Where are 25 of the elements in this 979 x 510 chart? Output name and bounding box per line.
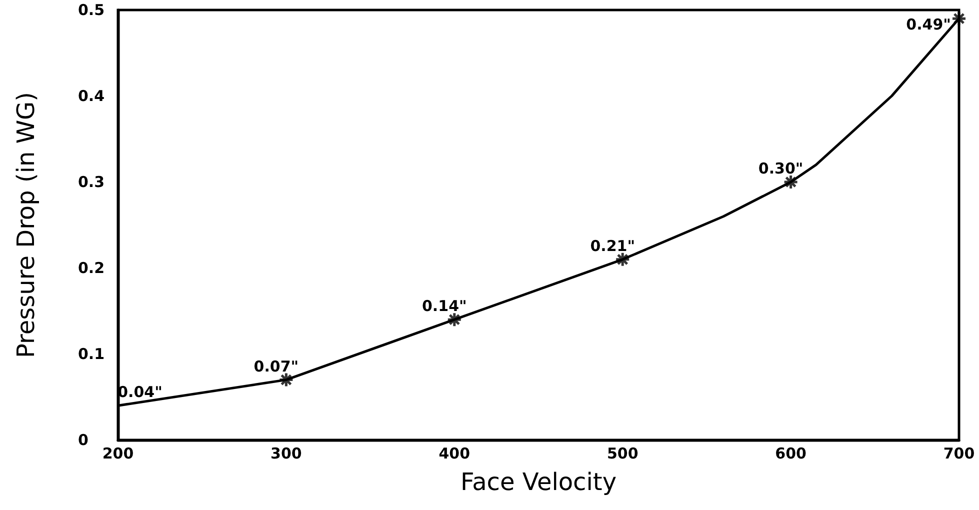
data-label: 0.49" — [906, 16, 951, 34]
x-tick-label: 700 — [943, 444, 975, 462]
y-tick-label: 0.4 — [78, 87, 105, 105]
data-label: 0.07" — [254, 357, 299, 376]
x-tick-label: 200 — [102, 444, 134, 462]
data-label: 0.14" — [422, 297, 467, 316]
point — [446, 312, 462, 328]
point — [614, 252, 630, 268]
x-tick-label: 300 — [270, 444, 302, 462]
x-tick-label: 500 — [606, 444, 638, 462]
y-axis-title: Pressure Drop (in WG) — [12, 92, 40, 358]
y-tick-label: 0.2 — [78, 259, 105, 277]
x-tick-label: 400 — [438, 444, 470, 462]
data-label: 0.04" — [118, 383, 162, 402]
y-tick-label: 0.5 — [78, 1, 105, 19]
x-tick-label: 600 — [775, 444, 806, 462]
y-tick-label: 0 — [78, 431, 88, 449]
y-tick-label: 0.1 — [78, 345, 105, 363]
point — [951, 10, 967, 26]
y-tick-label: 0.3 — [78, 173, 105, 191]
point — [783, 174, 799, 190]
point — [278, 372, 294, 388]
data-label: 0.21" — [590, 236, 636, 255]
x-axis-title: Face Velocity — [460, 468, 617, 496]
data-label: 0.30" — [758, 160, 804, 178]
